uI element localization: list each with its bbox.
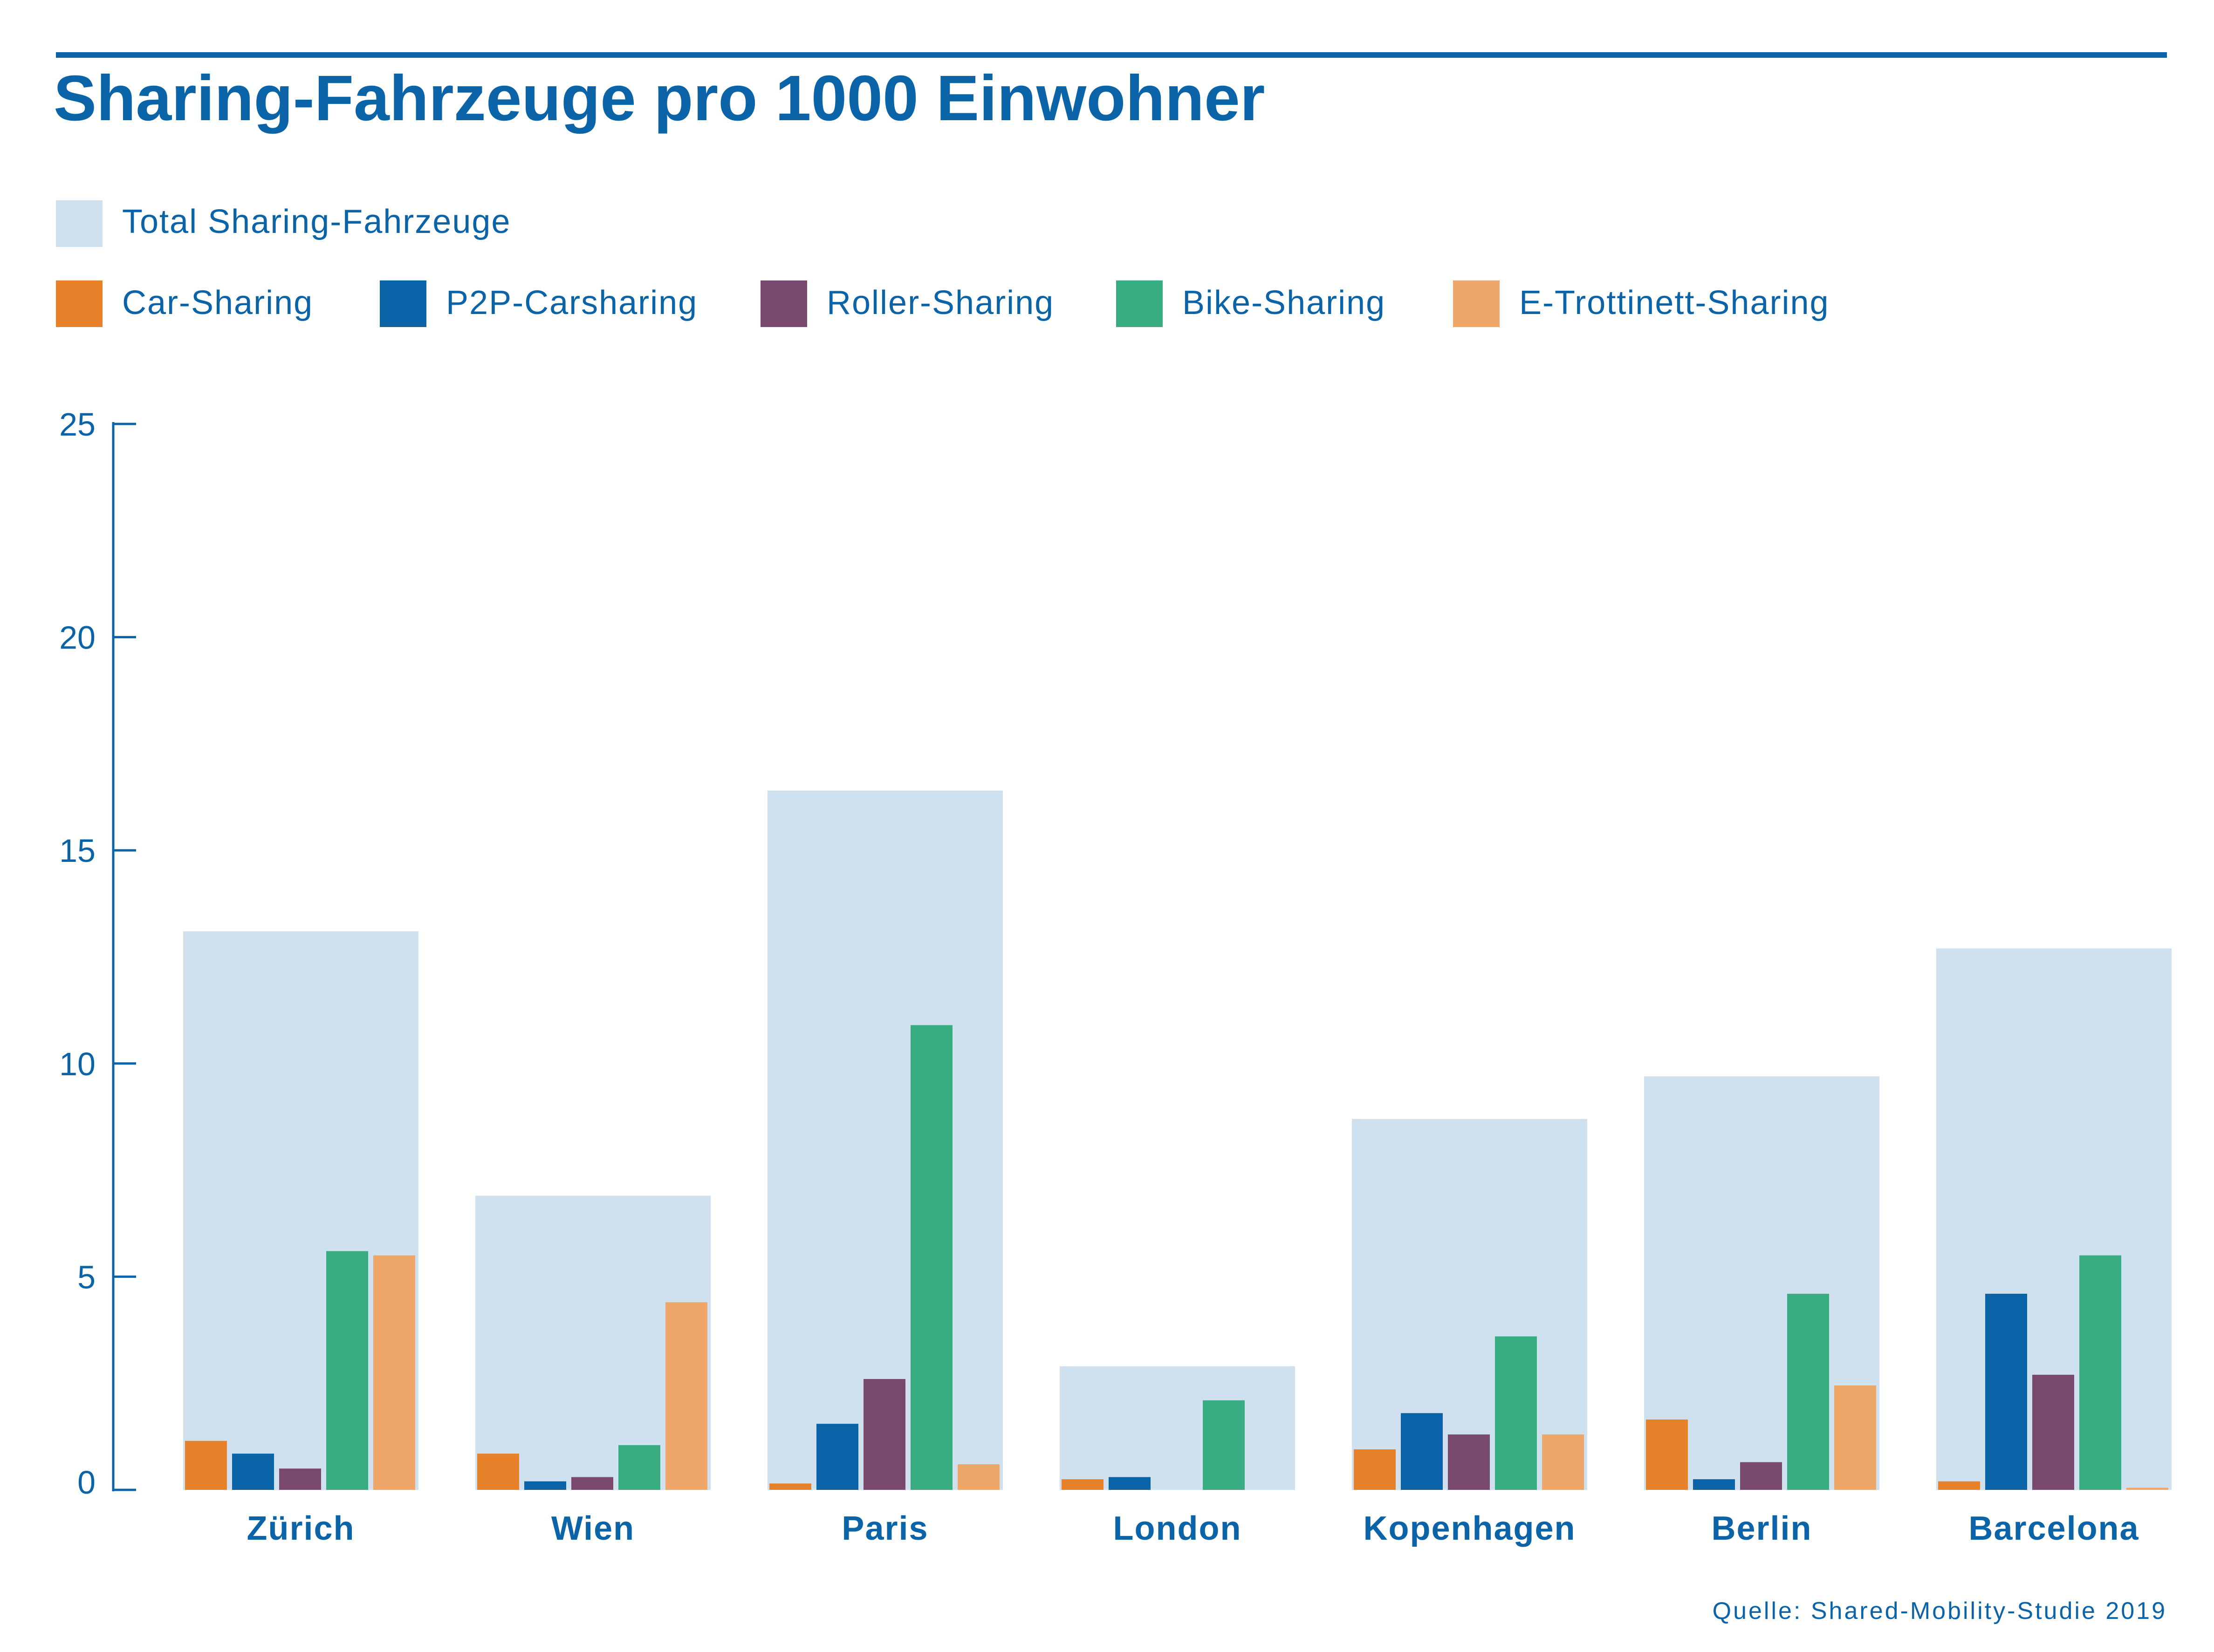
x-tick-label: London xyxy=(1113,1510,1242,1547)
bar xyxy=(665,1302,707,1490)
legend: Total Sharing-Fahrzeuge Car-Sharing P2P-Ca… xyxy=(56,200,1830,327)
bar xyxy=(958,1464,1000,1490)
x-tick-label: Kopenhagen xyxy=(1363,1510,1576,1547)
legend-swatch-4 xyxy=(1116,280,1163,327)
x-tick-label: Wien xyxy=(551,1510,635,1547)
bar xyxy=(326,1251,368,1490)
x-tick-label: Zürich xyxy=(247,1510,355,1547)
chart-title: Sharing-Fahrzeuge pro 1000 Einwohner xyxy=(54,62,1265,134)
bar xyxy=(279,1468,321,1490)
y-tick-label: 25 xyxy=(59,406,96,443)
bar xyxy=(769,1483,811,1490)
series-bars xyxy=(185,1025,2168,1490)
bar xyxy=(1495,1336,1537,1490)
x-tick-label: Berlin xyxy=(1711,1510,1812,1547)
bar xyxy=(1109,1477,1151,1490)
legend-swatch-1 xyxy=(56,280,103,327)
legend-swatch-3 xyxy=(761,280,807,327)
bar xyxy=(2079,1255,2121,1490)
total-bar xyxy=(1060,1366,1295,1490)
legend-label-2: P2P-Carsharing xyxy=(446,284,698,321)
legend-label-3: Roller-Sharing xyxy=(827,284,1054,321)
bar xyxy=(232,1454,274,1490)
bar xyxy=(2032,1374,2074,1490)
x-tick-label: Barcelona xyxy=(1968,1510,2139,1547)
legend-swatch-5 xyxy=(1453,280,1500,327)
y-axis: 0 5 10 15 20 25 xyxy=(59,406,136,1501)
legend-label-1: Car-Sharing xyxy=(122,284,313,321)
bar xyxy=(864,1379,905,1490)
bar xyxy=(1401,1413,1443,1490)
legend-label-5: E-Trottinett-Sharing xyxy=(1519,284,1830,321)
bar xyxy=(911,1025,953,1490)
bar xyxy=(618,1445,660,1490)
bar xyxy=(1938,1481,1980,1490)
bar xyxy=(1354,1449,1396,1490)
bar xyxy=(1740,1462,1782,1490)
y-tick-label: 5 xyxy=(77,1259,96,1295)
total-bar xyxy=(1352,1119,1587,1490)
bar xyxy=(1985,1294,2027,1490)
bar xyxy=(816,1424,858,1490)
y-tick-label: 20 xyxy=(59,620,96,656)
y-tick-label: 0 xyxy=(77,1464,96,1501)
bar xyxy=(2126,1488,2168,1490)
legend-label-total: Total Sharing-Fahrzeuge xyxy=(122,203,511,240)
total-bars xyxy=(183,791,2172,1490)
bar xyxy=(1834,1385,1876,1490)
bar xyxy=(1542,1434,1584,1490)
x-tick-label: Paris xyxy=(842,1510,928,1547)
bar xyxy=(373,1255,415,1490)
bar xyxy=(1062,1479,1104,1490)
legend-swatch-2 xyxy=(380,280,426,327)
bar xyxy=(524,1481,566,1490)
total-bar xyxy=(768,791,1003,1490)
bar xyxy=(571,1477,613,1490)
y-tick-label: 10 xyxy=(59,1046,96,1082)
bar xyxy=(185,1440,227,1490)
bar xyxy=(1693,1479,1735,1490)
bar xyxy=(1646,1419,1688,1490)
bar xyxy=(1787,1294,1829,1490)
y-tick-label: 15 xyxy=(59,833,96,869)
source-note: Quelle: Shared-Mobility-Studie 2019 xyxy=(1713,1597,2167,1625)
bar xyxy=(1203,1400,1245,1490)
bar xyxy=(477,1454,519,1490)
legend-label-4: Bike-Sharing xyxy=(1182,284,1385,321)
x-axis-labels: Zürich Wien Paris London Kopenhagen Berlin Bar… xyxy=(247,1510,2139,1547)
legend-swatch-total xyxy=(56,200,103,247)
bar xyxy=(1448,1434,1490,1490)
